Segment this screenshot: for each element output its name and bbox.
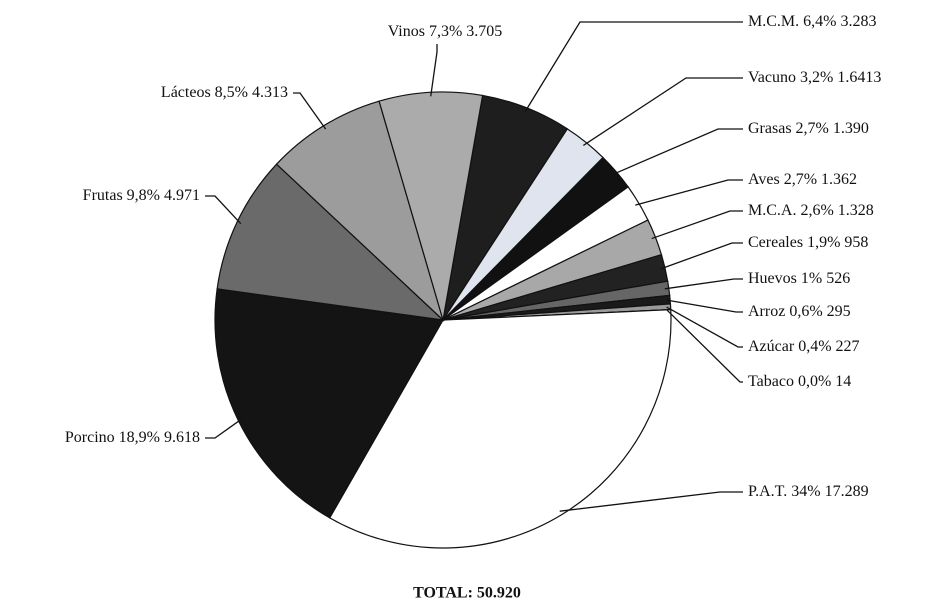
label-amount: 958 (844, 234, 868, 251)
leader-line (430, 44, 438, 97)
slice-label: Aves 2,7% 1.362 (748, 171, 857, 188)
label-name: M.C.M. (748, 13, 799, 30)
leader-line (666, 309, 743, 383)
leader-line (635, 179, 743, 206)
slice-label: Lácteos 8,5% 4.313 (161, 84, 288, 101)
label-percent: 2,6% (800, 202, 833, 219)
slice-label: Frutas 9,8% 4.971 (83, 187, 200, 204)
label-amount: 4.971 (164, 187, 200, 204)
label-name: Grasas (748, 120, 792, 137)
slice-label: Azúcar 0,4% 227 (748, 338, 860, 355)
leader-line (205, 418, 243, 439)
slices (214, 91, 672, 549)
slice-label: P.A.T. 34% 17.289 (748, 483, 869, 500)
slice-label: Grasas 2,7% 1.390 (748, 120, 869, 137)
label-amount: 4.313 (252, 84, 288, 101)
label-percent: 34% (791, 483, 820, 500)
leader-line (293, 92, 327, 130)
slice (378, 91, 484, 321)
label-amount: 9.618 (164, 429, 200, 446)
slice-label: M.C.A. 2,6% 1.328 (748, 202, 874, 219)
label-percent: 18,9% (119, 429, 160, 446)
slice-label: Arroz 0,6% 295 (748, 303, 851, 320)
label-name: Arroz (748, 303, 785, 320)
label-name: M.C.A. (748, 202, 796, 219)
slice-label: Porcino 18,9% 9.618 (65, 429, 200, 446)
label-percent: 0,6% (789, 303, 822, 320)
label-name: Tabaco (748, 373, 794, 390)
label-amount: 1.362 (821, 171, 857, 188)
leader-line (666, 306, 743, 348)
slice-label: Vinos 7,3% 3.705 (388, 23, 503, 40)
label-amount: 3.705 (466, 23, 502, 40)
leader-line (612, 128, 743, 175)
label-percent: 6,4% (803, 13, 836, 30)
label-name: Porcino (65, 429, 115, 446)
label-percent: 7,3% (429, 23, 462, 40)
leader-line (664, 278, 743, 290)
label-amount: 1.328 (838, 202, 874, 219)
label-amount: 14 (835, 373, 851, 390)
label-amount: 3.283 (840, 13, 876, 30)
label-percent: 2,7% (784, 171, 817, 188)
label-percent: 1,9% (807, 234, 840, 251)
label-amount: 1.6413 (837, 69, 881, 86)
label-percent: 2,7% (796, 120, 829, 137)
slice-label: M.C.M. 6,4% 3.283 (748, 13, 876, 30)
label-amount: 295 (827, 303, 851, 320)
label-amount: 526 (826, 270, 850, 287)
leader-line (524, 21, 743, 112)
total: TOTAL: 50.920 (413, 585, 521, 602)
slice-label: Huevos 1% 526 (748, 270, 850, 287)
label-name: P.A.T. (748, 483, 787, 500)
label-amount: 1.390 (833, 120, 869, 137)
leader-line (205, 195, 242, 225)
label-name: Azúcar (748, 338, 795, 355)
label-percent: 9,8% (127, 187, 160, 204)
slice-label: Tabaco 0,0% 14 (748, 373, 851, 390)
leader-line (651, 210, 743, 240)
label-name: Vinos (388, 23, 425, 40)
label-percent: 0,4% (798, 338, 831, 355)
label-name: Lácteos (161, 84, 211, 101)
label-name: Frutas (83, 187, 123, 204)
label-amount: 17.289 (825, 483, 869, 500)
label-name: Aves (748, 171, 780, 188)
label-percent: 1% (801, 270, 822, 287)
leader-line (660, 242, 743, 270)
slice (216, 163, 445, 321)
label-name: Vacuno (748, 69, 796, 86)
leader-line (665, 299, 743, 313)
label-percent: 8,5% (215, 84, 248, 101)
leader-line (559, 491, 743, 512)
slice-label: Vacuno 3,2% 1.6413 (748, 69, 881, 86)
label-amount: 227 (836, 338, 860, 355)
label-name: Huevos (748, 270, 797, 287)
leader-line (583, 77, 743, 146)
slice-label: Cereales 1,9% 958 (748, 234, 868, 251)
label-percent: 3,2% (800, 69, 833, 86)
label-name: Cereales (748, 234, 803, 251)
label-percent: 0,0% (798, 373, 831, 390)
